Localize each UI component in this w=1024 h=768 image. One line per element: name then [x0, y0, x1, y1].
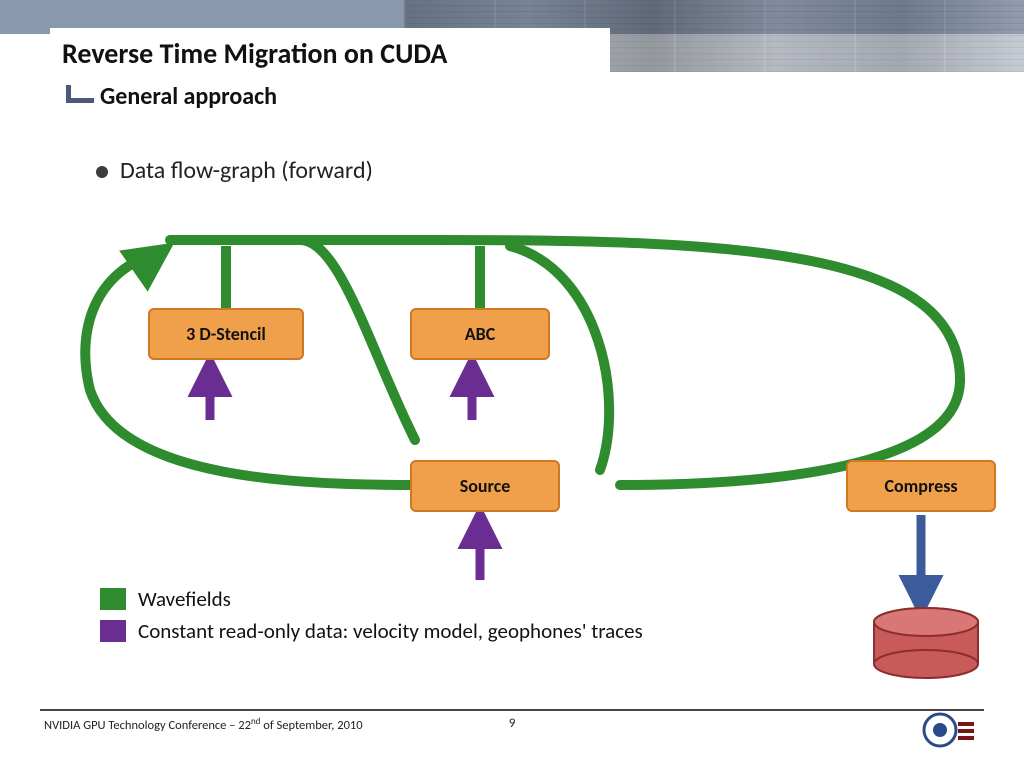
legend-swatch-icon [100, 620, 126, 642]
node-label: 3 D-Stencil [186, 323, 266, 345]
slide-subtitle: General approach [100, 82, 277, 111]
subtitle-bracket [66, 85, 94, 103]
footer-page-number: 9 [0, 716, 1024, 731]
storage-cylinder-icon [866, 606, 986, 686]
node-label: Compress [884, 475, 957, 497]
node-compress: Compress [846, 460, 996, 512]
bullet-text: Data flow-graph (forward) [120, 156, 373, 185]
bullet-dot-icon [96, 166, 108, 178]
legend-label: Wavefields [138, 586, 231, 612]
node-label: ABC [465, 323, 496, 345]
slide-title: Reverse Time Migration on CUDA [62, 36, 447, 71]
legend-row: Wavefields [100, 586, 643, 612]
node-label: Source [460, 475, 511, 497]
node-3d-stencil: 3 D-Stencil [148, 308, 304, 360]
bsc-logo-icon [922, 712, 976, 752]
node-abc: ABC [410, 308, 550, 360]
title-bar: Reverse Time Migration on CUDA [50, 28, 610, 78]
legend: Wavefields Constant read-only data: velo… [100, 586, 643, 650]
flow-diagram: 3 D-Stencil ABC Source Compress [40, 210, 1000, 590]
legend-row: Constant read-only data: velocity model,… [100, 618, 643, 644]
legend-label: Constant read-only data: velocity model,… [138, 618, 643, 644]
node-source: Source [410, 460, 560, 512]
legend-swatch-icon [100, 588, 126, 610]
footer-divider [40, 709, 984, 711]
